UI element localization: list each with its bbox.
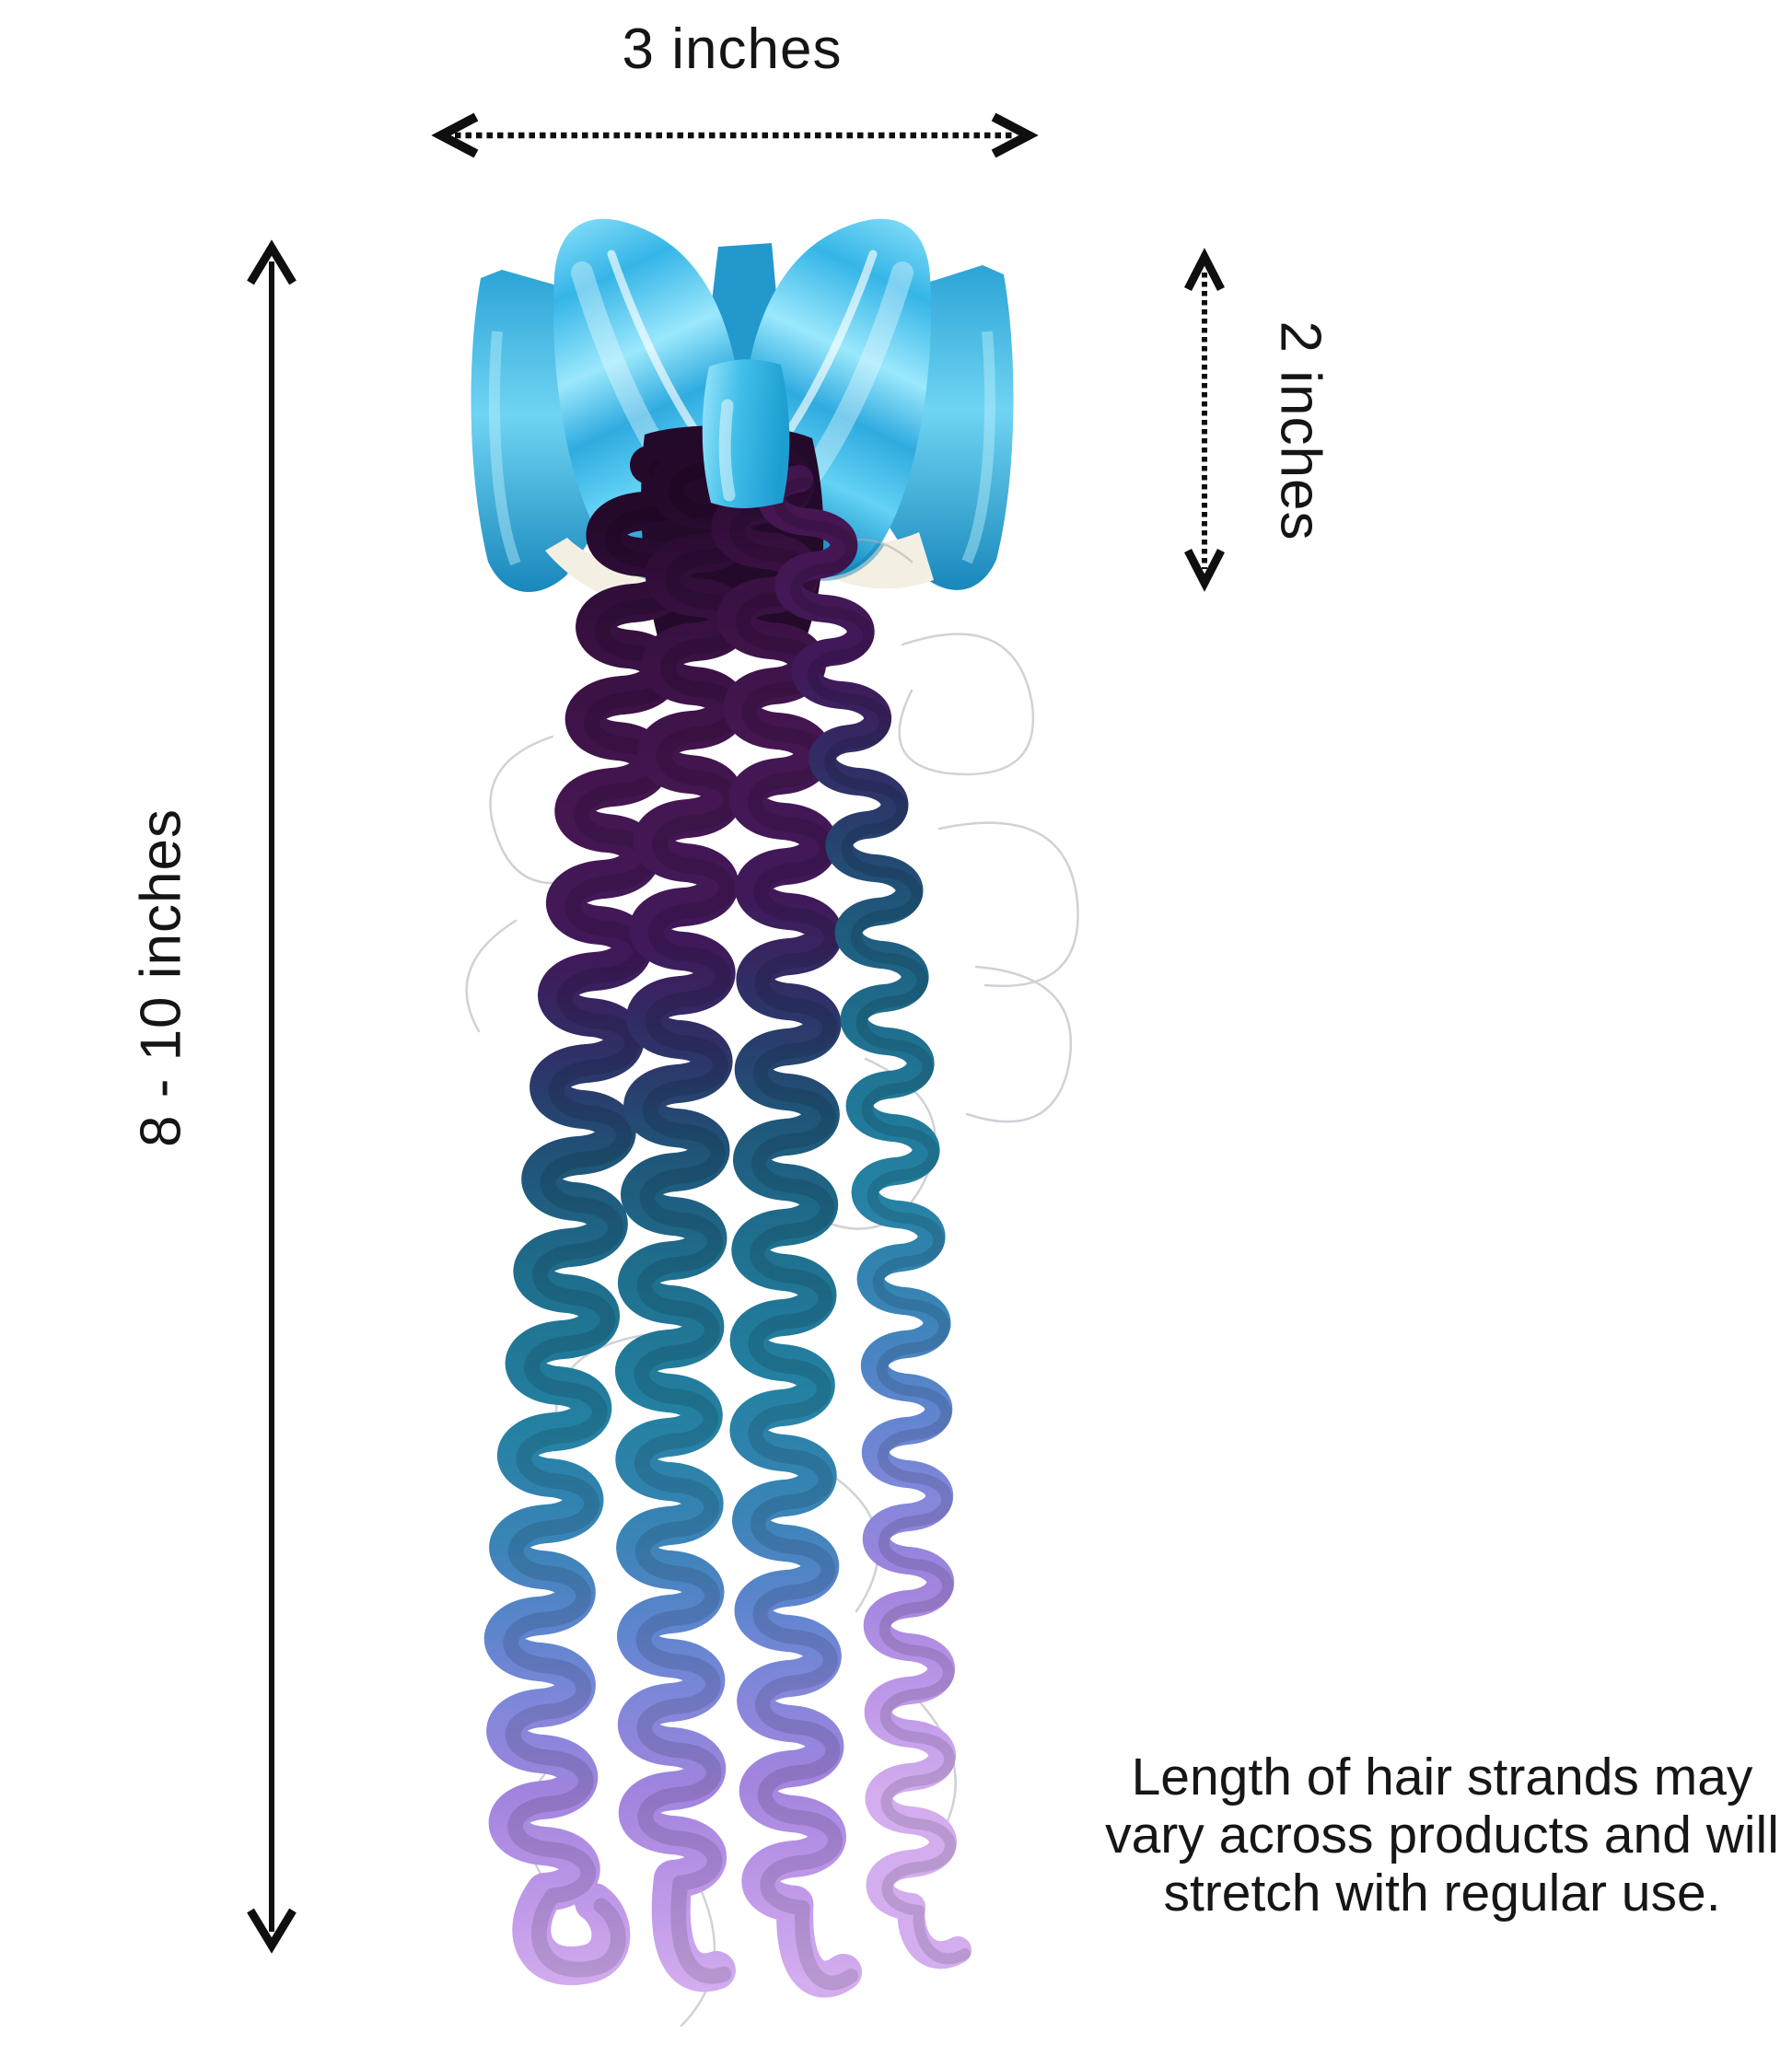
disclaimer-note: Length of hair strands may vary across p… <box>1074 1748 1792 1922</box>
disclaimer-line: stretch with regular use. <box>1163 1864 1721 1922</box>
length-dimension-label: 8 - 10 inches <box>129 808 193 1147</box>
width-arrow <box>431 112 1039 158</box>
width-dimension-label: 3 inches <box>622 17 843 81</box>
bow-knot <box>702 359 790 508</box>
hair-strands-graphic <box>465 424 1079 2027</box>
height-arrow <box>1183 248 1226 592</box>
length-arrow <box>247 239 297 1954</box>
height-dimension-label: 2 inches <box>1268 320 1332 541</box>
disclaimer-line: Length of hair strands may <box>1131 1748 1753 1806</box>
disclaimer-line: vary across products and will <box>1105 1806 1779 1864</box>
